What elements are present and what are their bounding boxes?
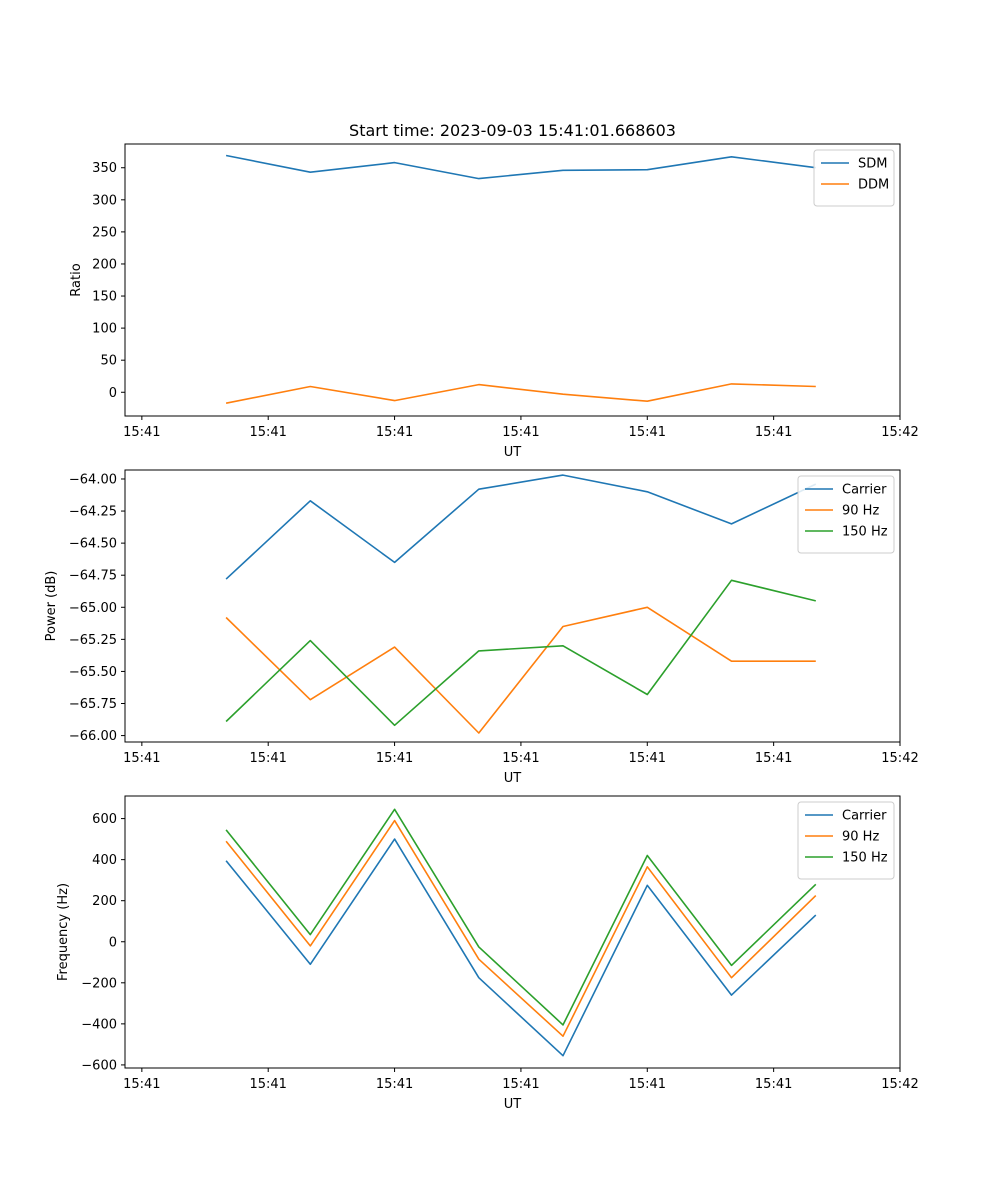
legend: Carrier 90 Hz 150 Hz	[797, 801, 895, 880]
x-tick-label: 15:41	[629, 751, 666, 766]
legend-entry: 150 Hz	[842, 525, 888, 540]
y-tick-label: −65.00	[69, 601, 117, 616]
y-tick-label: 400	[92, 853, 117, 868]
legend-box	[813, 149, 895, 207]
axes-frame	[124, 143, 901, 417]
axes-frame	[124, 795, 901, 1069]
x-tick-label: 15:41	[249, 1077, 286, 1092]
y-tick-label: 200	[92, 257, 117, 272]
series-line-150-hz	[225, 808, 817, 1026]
x-axis-label: UT	[504, 445, 522, 460]
y-tick-label: −64.00	[69, 472, 117, 487]
legend-entry: SDM	[858, 157, 887, 172]
legend-entry: 90 Hz	[842, 504, 879, 519]
series-line-carrier	[225, 838, 817, 1057]
x-tick-label: 15:41	[755, 751, 792, 766]
series-line-150-hz	[225, 579, 816, 727]
legend-entry: 90 Hz	[842, 830, 879, 845]
legend-entry: 150 Hz	[842, 851, 888, 866]
y-tick-label: 600	[92, 812, 117, 827]
x-axis-label: UT	[504, 771, 522, 786]
x-tick-label: 15:41	[629, 425, 666, 440]
axes-frame	[124, 469, 901, 743]
subplot-2: 15:41 15:41 15:41 15:41 15:41 15:41 15:42 −66.0…	[44, 469, 919, 786]
y-tick-label: −200	[81, 976, 117, 991]
y-tick-label: −64.50	[69, 537, 117, 552]
x-tick-label: 15:42	[881, 1077, 918, 1092]
y-tick-label: 200	[92, 894, 117, 909]
x-axis-label: UT	[504, 1097, 522, 1112]
subplot-1: Start time: 2023-09-03 15:41:01.668603 15…	[69, 121, 919, 460]
x-tick-label: 15:41	[502, 751, 539, 766]
y-tick-label: −400	[81, 1017, 117, 1032]
y-axis-label: Frequency (Hz)	[56, 883, 71, 981]
legend-entry: Carrier	[842, 809, 887, 824]
legend-box	[797, 801, 895, 880]
y-tick-label: −64.25	[69, 505, 117, 520]
y-axis-label: Power (dB)	[44, 571, 59, 642]
x-tick-label: 15:41	[755, 1077, 792, 1092]
y-axis-label: Ratio	[69, 263, 84, 296]
y-tick-label: 0	[109, 386, 117, 401]
x-tick-label: 15:41	[249, 425, 286, 440]
y-tick-label: 300	[92, 193, 117, 208]
y-tick-label: 150	[92, 290, 117, 305]
x-tick-label: 15:41	[629, 1077, 666, 1092]
y-tick-label: −65.75	[69, 697, 117, 712]
x-tick-label: 15:41	[123, 425, 160, 440]
y-tick-label: 250	[92, 225, 117, 240]
x-tick-label: 15:42	[881, 425, 918, 440]
x-tick-label: 15:41	[376, 1077, 413, 1092]
series-line-90-hz	[225, 819, 817, 1037]
series-line-90-hz	[225, 606, 816, 734]
series-line-carrier	[225, 474, 817, 580]
x-tick-label: 15:41	[249, 751, 286, 766]
x-tick-label: 15:41	[123, 1077, 160, 1092]
x-tick-label: 15:41	[755, 425, 792, 440]
y-tick-label: −66.00	[69, 729, 117, 744]
legend-entry: Carrier	[842, 483, 887, 498]
x-tick-label: 15:41	[502, 425, 539, 440]
legend: SDM DDM	[813, 149, 895, 207]
y-tick-label: 0	[109, 935, 117, 950]
y-tick-label: −65.25	[69, 633, 117, 648]
x-tick-label: 15:41	[376, 425, 413, 440]
legend-box	[797, 475, 895, 554]
y-tick-label: −600	[81, 1058, 117, 1073]
series-line-ddm	[225, 383, 816, 404]
x-tick-label: 15:42	[881, 751, 918, 766]
legend-entry: DDM	[858, 178, 889, 193]
x-tick-label: 15:41	[123, 751, 160, 766]
x-tick-label: 15:41	[376, 751, 413, 766]
subplot-3: 15:41 15:41 15:41 15:41 15:41 15:41 15:42 −600 −…	[56, 795, 919, 1112]
y-tick-label: 100	[92, 322, 117, 337]
y-tick-label: −65.50	[69, 665, 117, 680]
series-line-sdm	[225, 154, 816, 180]
chart-title: Start time: 2023-09-03 15:41:01.668603	[349, 121, 676, 140]
y-tick-label: 50	[100, 354, 117, 369]
y-tick-label: −64.75	[69, 569, 117, 584]
x-tick-label: 15:41	[502, 1077, 539, 1092]
y-tick-label: 350	[92, 161, 117, 176]
legend: Carrier 90 Hz 150 Hz	[797, 475, 895, 554]
